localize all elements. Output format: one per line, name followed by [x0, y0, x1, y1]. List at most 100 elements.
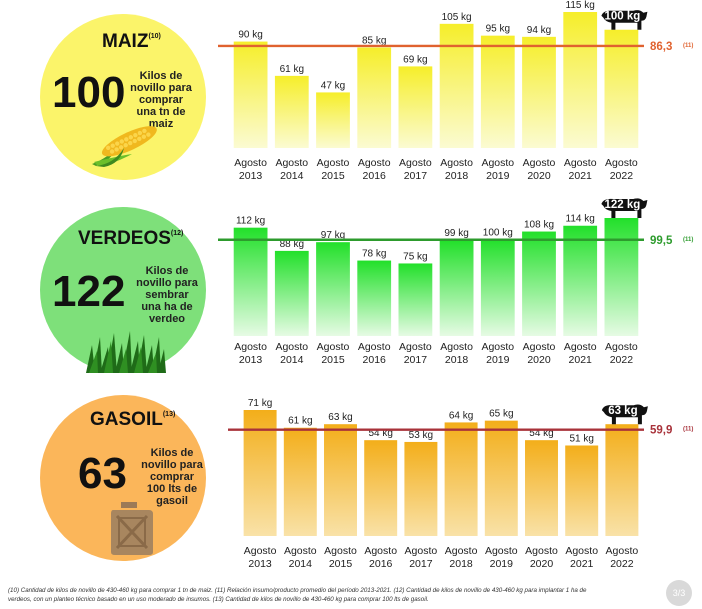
verdeos-value-label: 78 kg: [362, 249, 386, 260]
gasoil-tick-label: Agosto 2017: [405, 545, 438, 570]
verdeos-value-label: 97 kg: [321, 230, 345, 241]
verdeos-value-label: 75 kg: [403, 251, 427, 262]
maiz-title: MAIZ(10): [102, 31, 161, 52]
maiz-bar: [439, 23, 474, 148]
gasoil-value-label: 54 kg: [529, 428, 553, 439]
maiz-value-label: 115 kg: [566, 0, 595, 11]
maiz-tick-label: Agosto 2015: [317, 157, 350, 182]
verdeos-circle: [40, 207, 206, 373]
maiz-bar: [274, 75, 309, 148]
gasoil-bar: [444, 422, 478, 536]
maiz-value-label: 85 kg: [362, 35, 386, 46]
gasoil-tick-label: Agosto 2014: [284, 545, 317, 570]
maiz-value-label: 95 kg: [486, 24, 510, 35]
maiz-bar: [522, 36, 556, 149]
verdeos-cow-icon: [601, 198, 648, 218]
gasoil-bar: [324, 424, 357, 536]
gasoil-cow-icon: [601, 404, 648, 425]
page-indicator[interactable]: 3/3: [666, 580, 692, 606]
gasoil-chart: 71 kg Agosto 2013 61 kg Agosto 2014 63 kg Agost…: [228, 398, 693, 570]
footnote: (10) Cantidad de kilos de novillo de 430…: [8, 587, 587, 603]
gasoil-value-label: 63 kg: [328, 412, 352, 423]
verdeos-reference-note: (11): [683, 237, 693, 243]
maiz-tick-label: Agosto 2014: [275, 157, 308, 182]
gasoil-tick-label: Agosto 2018: [445, 545, 478, 570]
gasoil-reference-note: (11): [683, 427, 693, 433]
verdeos-bar: [439, 240, 474, 336]
verdeos-value-label: 99 kg: [444, 228, 468, 239]
verdeos-value-label: 114 kg: [566, 214, 595, 225]
gasoil-big-number: 63: [78, 449, 127, 498]
verdeos-tick-label: Agosto 2022: [605, 341, 638, 366]
maiz-value-label: 61 kg: [280, 64, 304, 75]
gasoil-value-label: 51 kg: [569, 433, 593, 444]
gasoil-highlight-label: 63 kg: [608, 405, 637, 417]
maiz-value-label: 69 kg: [403, 54, 427, 65]
gasoil-tick-label: Agosto 2016: [364, 545, 397, 570]
maiz-highlight-label: 100 kg: [604, 11, 640, 23]
fuel-can-icon: [111, 502, 153, 555]
verdeos-title: VERDEOS(12): [78, 228, 184, 249]
gasoil-bar: [525, 440, 558, 536]
gasoil-bar: [484, 420, 518, 536]
verdeos-bar: [604, 218, 639, 336]
gasoil-value-label: 54 kg: [368, 428, 392, 439]
maiz-tick-label: Agosto 2022: [605, 157, 638, 182]
maiz-reference-note: (11): [683, 43, 693, 49]
verdeos-chart: 112 kg Agosto 2013 88 kg Agosto 2014 97 kg Agos…: [218, 198, 693, 366]
gasoil-tick-label: Agosto 2022: [606, 545, 639, 570]
maiz-bar: [233, 41, 268, 148]
gasoil-reference-label: 59,9: [650, 425, 672, 437]
gasoil-bar: [605, 424, 639, 536]
maiz-tick-label: Agosto 2021: [564, 157, 597, 182]
gasoil-panel: GASOIL(13) 63 Kilos de novillo para comp…: [0, 385, 702, 585]
verdeos-value-label: 100 kg: [483, 227, 513, 238]
gasoil-value-label: 71 kg: [248, 398, 272, 409]
gasoil-bar: [565, 445, 599, 536]
verdeos-panel: VERDEOS(12) 122 Kilos de novillo para se…: [0, 195, 702, 385]
maiz-description: Kilos de novillo para comprar una tn de …: [130, 70, 192, 130]
maiz-cow-icon: [601, 10, 648, 30]
verdeos-value-label: 108 kg: [524, 220, 554, 231]
verdeos-bar: [274, 250, 309, 336]
maiz-value-label: 90 kg: [238, 30, 262, 41]
maiz-bar: [357, 47, 392, 149]
verdeos-tick-label: Agosto 2019: [481, 341, 514, 366]
gasoil-tick-label: Agosto 2021: [565, 545, 598, 570]
verdeos-tick-label: Agosto 2015: [317, 341, 350, 366]
verdeos-bar: [563, 225, 598, 336]
maiz-tick-label: Agosto 2019: [481, 157, 514, 182]
gasoil-bar: [243, 410, 277, 536]
maiz-value-label: 105 kg: [442, 12, 472, 23]
grass-icon: [86, 331, 166, 373]
verdeos-highlight-label: 122 kg: [604, 199, 640, 211]
verdeos-tick-label: Agosto 2018: [440, 341, 473, 366]
verdeos-bar: [480, 239, 515, 336]
maiz-tick-label: Agosto 2020: [523, 157, 556, 182]
verdeos-tick-label: Agosto 2014: [275, 341, 308, 366]
maiz-value-label: 47 kg: [321, 80, 345, 91]
gasoil-tick-label: Agosto 2019: [485, 545, 518, 570]
gasoil-bar: [404, 441, 438, 536]
gasoil-tick-label: Agosto 2020: [525, 545, 558, 570]
verdeos-bar: [233, 227, 268, 336]
gasoil-value-label: 53 kg: [409, 430, 433, 441]
verdeos-tick-label: Agosto 2016: [358, 341, 391, 366]
verdeos-tick-label: Agosto 2017: [399, 341, 432, 366]
maiz-bar: [316, 92, 350, 148]
verdeos-bar: [522, 231, 556, 336]
maiz-bar: [604, 29, 639, 149]
maiz-chart: 90 kg Agosto 2013 61 kg Agosto 2014 47 kg Agost…: [218, 0, 693, 182]
maiz-bar: [480, 35, 515, 148]
gasoil-value-label: 65 kg: [489, 409, 513, 420]
maiz-tick-label: Agosto 2017: [399, 157, 432, 182]
gasoil-title: GASOIL(13): [90, 409, 176, 430]
verdeos-bar: [357, 260, 392, 336]
verdeos-big-number: 122: [52, 267, 126, 316]
maiz-reference-label: 86,3: [650, 41, 672, 53]
corn-icon: [92, 126, 157, 167]
maiz-value-label: 94 kg: [527, 25, 551, 36]
verdeos-description: Kilos de novillo para sembrar una ha de …: [136, 265, 198, 325]
verdeos-value-label: 112 kg: [236, 216, 265, 227]
